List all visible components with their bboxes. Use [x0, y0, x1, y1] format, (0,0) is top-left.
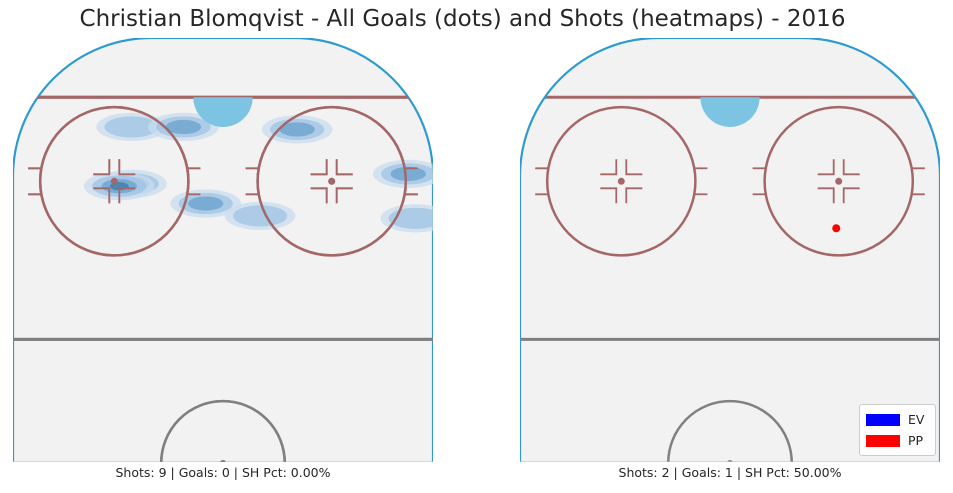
chart-title: Christian Blomqvist - All Goals (dots) a…: [79, 6, 846, 32]
neutral-zone-circle: [159, 399, 287, 462]
rink-boards: [13, 38, 433, 462]
shot-density-blob: [390, 166, 426, 181]
legend-entry-ev: EV: [866, 409, 929, 430]
shot-density-blob: [165, 119, 202, 135]
faceoff-l-marker-left: [625, 187, 643, 204]
faceoff-l-marker-right: [335, 159, 353, 176]
goal-crease: [700, 97, 760, 127]
faceoff-dot-left: [110, 177, 118, 185]
faceoff-circle-left: [545, 105, 697, 257]
goal-crease: [193, 97, 253, 127]
rink-boards: [520, 38, 940, 462]
neutral-zone-dot: [220, 459, 226, 462]
legend-swatch-pp: [866, 434, 900, 447]
faceoff-l-marker-right: [310, 187, 328, 204]
neutral-zone-circle: [666, 399, 794, 462]
faceoff-l-marker-right: [817, 187, 835, 204]
faceoff-l-marker-right: [310, 159, 328, 176]
faceoff-l-marker-left: [93, 159, 111, 176]
neutral-zone-dot: [727, 459, 733, 462]
shot-density-blob: [188, 196, 224, 211]
faceoff-dot-left: [617, 177, 625, 185]
faceoff-circle-right: [256, 105, 408, 257]
shot-density-blob: [104, 116, 159, 138]
legend: EV PP: [859, 404, 936, 456]
faceoff-l-marker-right: [335, 187, 353, 204]
shots-caption-left: Shots: 9 | Goals: 0 | SH Pct: 0.00%: [115, 465, 331, 480]
faceoff-l-marker-right: [842, 187, 860, 204]
shots-caption-right: Shots: 2 | Goals: 1 | SH Pct: 50.00%: [618, 465, 842, 480]
faceoff-l-marker-left: [93, 187, 111, 204]
faceoff-circle-right: [763, 105, 915, 257]
rink-markings: [520, 95, 940, 462]
faceoff-circle-left: [38, 105, 190, 257]
shot-density-blob: [232, 205, 288, 227]
faceoff-l-marker-left: [600, 159, 618, 176]
faceoff-dot-right: [328, 177, 336, 185]
legend-label-ev: EV: [908, 412, 925, 427]
legend-swatch-ev: [866, 413, 900, 426]
goal-point: [832, 224, 841, 233]
shot-density-blob: [388, 207, 433, 229]
rink-goals-scatter: [520, 38, 940, 462]
faceoff-l-marker-left: [118, 187, 136, 204]
rink-surface: [520, 38, 940, 462]
faceoff-l-marker-right: [817, 159, 835, 176]
faceoff-l-marker-right: [842, 159, 860, 176]
faceoff-l-marker-left: [600, 187, 618, 204]
legend-entry-pp: PP: [866, 430, 929, 451]
faceoff-l-marker-left: [625, 159, 643, 176]
rink-surface: [13, 38, 433, 462]
shot-density-blob: [279, 122, 315, 137]
rink-markings: [13, 95, 433, 462]
faceoff-dot-right: [835, 177, 843, 185]
shot-heatmap: [83, 112, 433, 233]
rink-shots-heatmap: [13, 38, 433, 462]
legend-label-pp: PP: [908, 433, 924, 448]
faceoff-l-marker-left: [118, 159, 136, 176]
